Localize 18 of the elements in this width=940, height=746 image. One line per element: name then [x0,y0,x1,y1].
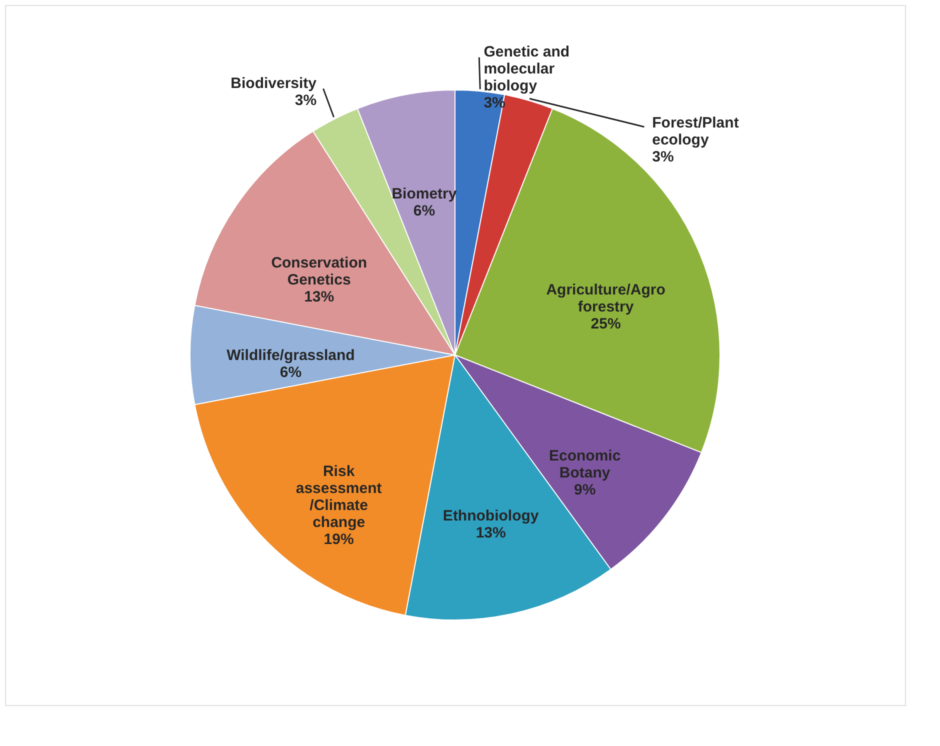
data-label: 3% [294,92,317,110]
data-label: 25% [590,316,621,333]
data-label: 6% [280,364,302,381]
data-label: 13% [304,288,334,306]
slice-label: Economic Botany [548,448,621,482]
data-label: 3% [652,148,674,166]
slice-label: Ethnobiology [442,507,540,524]
data-label: 13% [476,524,506,542]
slice-label: Agriculture/Agro forestry [546,282,666,316]
slice-label: Wildlife/grassland [226,347,355,364]
slice-label: Biodiversity [230,75,318,92]
slice-label: Genetic and molecular biology [484,43,570,94]
data-label: 19% [324,531,354,548]
slice-label: Forest/Plant ecology [652,114,739,148]
slice-label: Risk assessment /Climate change [296,463,382,532]
data-label: 9% [574,482,596,499]
slice-label: Conservation Genetics [271,254,368,289]
data-label: 6% [413,202,436,220]
